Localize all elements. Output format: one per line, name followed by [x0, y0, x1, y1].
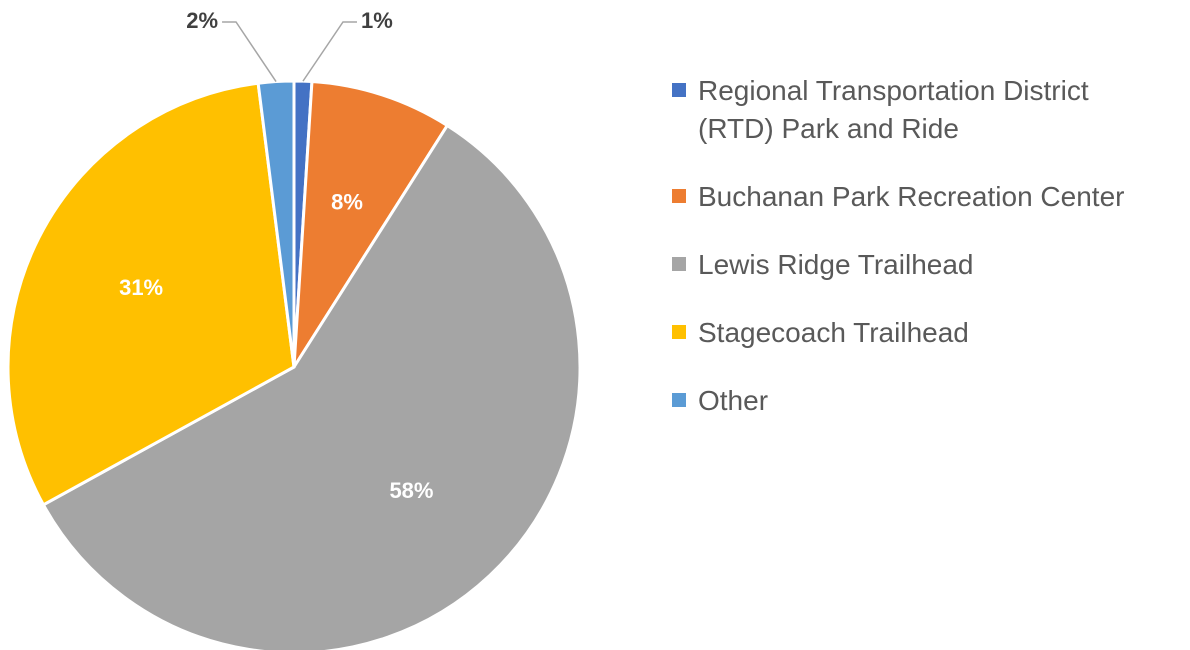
legend-entry: Regional Transportation District (RTD) P…: [672, 72, 1182, 148]
pie-slice: [292, 79, 450, 368]
legend-entry: Stagecoach Trailhead: [672, 314, 1182, 352]
data-label: 58%: [389, 478, 433, 503]
legend-swatch: [672, 325, 686, 339]
legend-label: Stagecoach Trailhead: [698, 317, 969, 348]
pie-slice: [256, 79, 296, 368]
leader-line: [302, 21, 357, 82]
legend-entry: Lewis Ridge Trailhead: [672, 246, 1182, 284]
data-label: 8%: [331, 190, 363, 215]
legend-label: Other: [698, 385, 769, 416]
data-label: 2%: [186, 8, 218, 33]
legend-swatch: [672, 393, 686, 407]
data-label: 31%: [119, 275, 163, 300]
legend-label: Lewis Ridge Trailhead: [698, 249, 974, 280]
legend-swatch: [672, 83, 686, 97]
legend: Regional Transportation District (RTD) P…: [672, 72, 1182, 450]
chart: 1% 8% 58% 31% 2%: [6, 8, 582, 650]
legend-entry: Buchanan Park Recreation Center: [672, 178, 1182, 216]
legend-label: Regional Transportation District (RTD) P…: [698, 75, 1089, 144]
legend-label: Buchanan Park Recreation Center: [698, 181, 1125, 212]
data-label: 1%: [361, 8, 393, 33]
pie-slice: [6, 81, 296, 507]
legend-swatch: [672, 189, 686, 203]
pie-slice: [41, 123, 582, 650]
leader-line: [222, 21, 277, 82]
legend-entry: Other: [672, 382, 1182, 420]
legend-swatch: [672, 257, 686, 271]
